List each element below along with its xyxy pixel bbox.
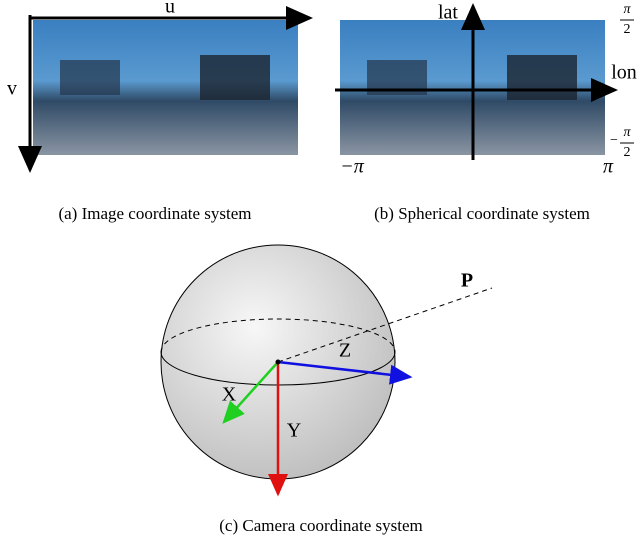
point-label: P: [461, 270, 473, 292]
axis-label: Z: [339, 340, 351, 362]
panel-b: lat lon π 2 − π 2 −π π (b) Spherical coo…: [335, 2, 637, 223]
axis-label: v: [7, 78, 17, 100]
axis-label: X: [222, 384, 237, 406]
tick-denominator: 2: [624, 145, 631, 160]
tick-numerator: π: [623, 2, 631, 17]
panel-c: P Z X Y (c) Camera coordinate system: [161, 245, 492, 535]
caption: (b) Spherical coordinate system: [374, 204, 590, 223]
panel-a: u v (a) Image coordinate system: [7, 0, 310, 223]
tick-numerator: π: [623, 125, 631, 140]
axis-label: Y: [287, 420, 301, 442]
panorama-detail: [60, 60, 120, 95]
origin: [276, 360, 281, 365]
caption: (a) Image coordinate system: [58, 204, 251, 223]
axis-label: u: [165, 0, 175, 18]
tick-label: π: [603, 156, 614, 178]
tick-label: −π: [340, 156, 364, 178]
figure: u v (a) Image coordinate system lat lon …: [0, 0, 642, 544]
panorama-detail: [507, 55, 577, 100]
axis-label: lat: [438, 2, 458, 24]
tick-denominator: 2: [624, 22, 631, 37]
tick-sign: −: [610, 133, 618, 148]
caption: (c) Camera coordinate system: [219, 516, 422, 535]
axis-label: lon: [611, 62, 637, 84]
panorama-detail: [200, 55, 270, 100]
